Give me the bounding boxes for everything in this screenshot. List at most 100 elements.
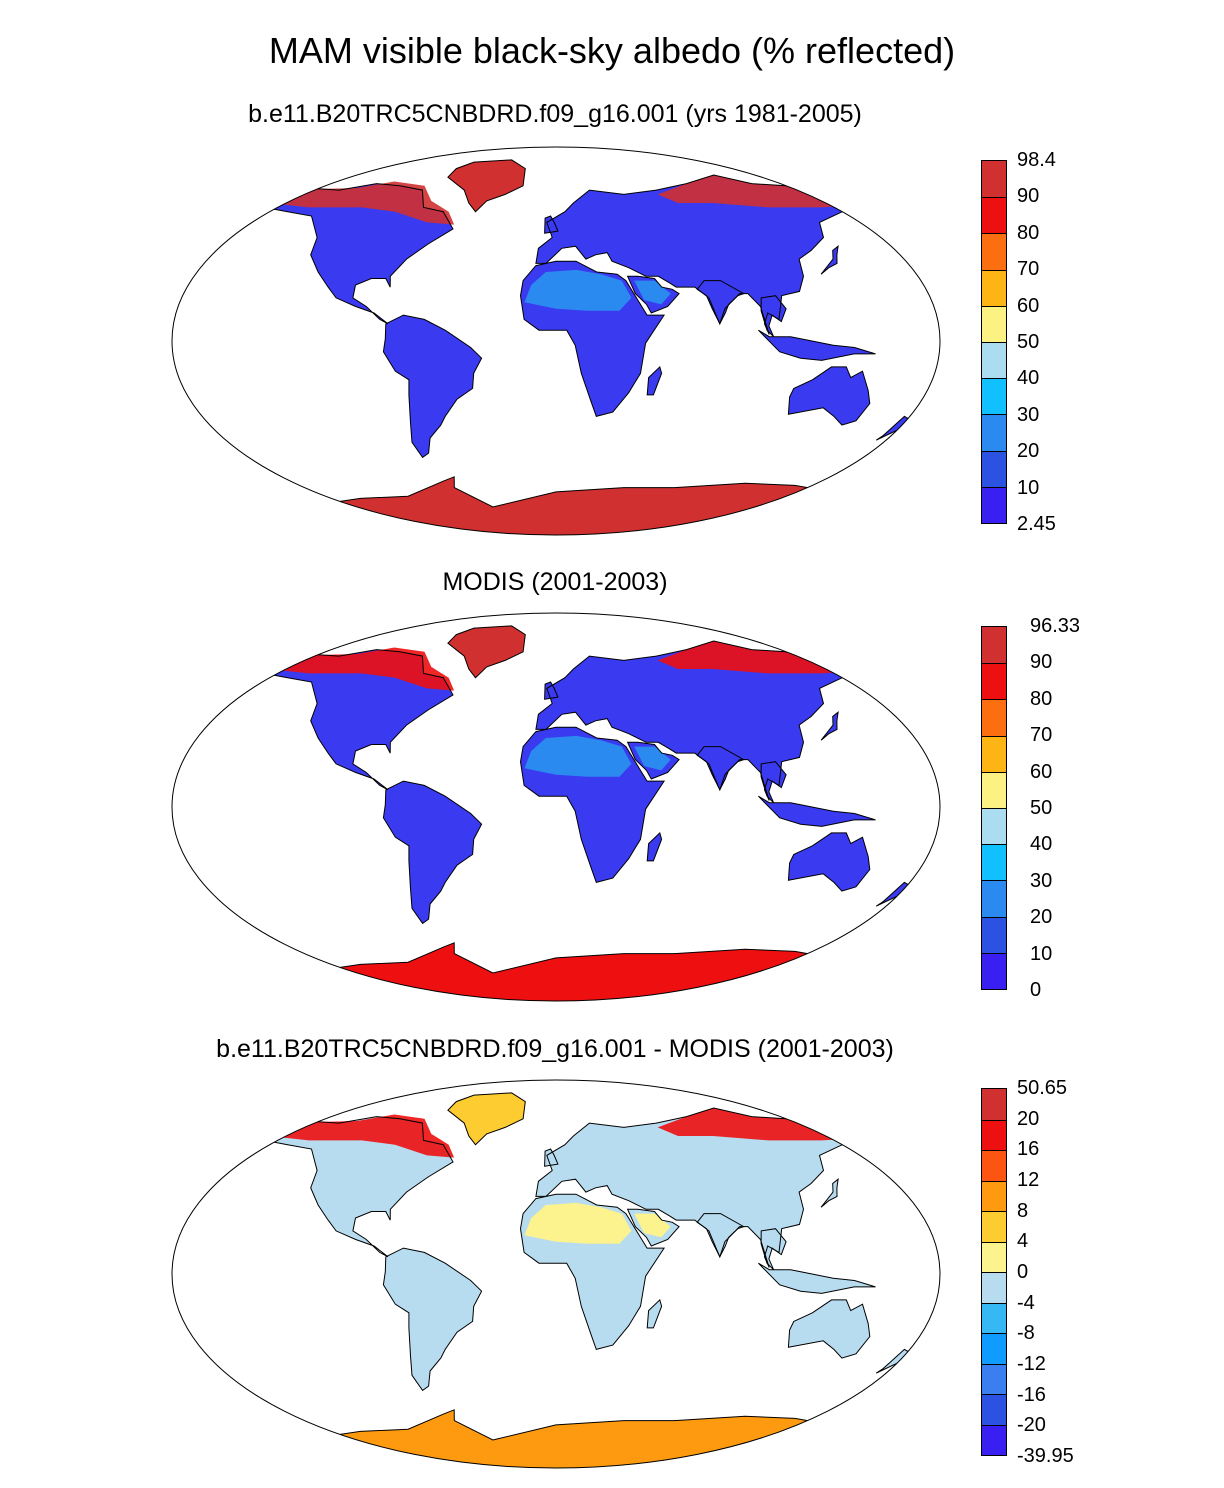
colorbar-segment — [982, 699, 1006, 736]
continent-australia — [788, 832, 870, 892]
colorbar-tick-label: 20 — [1030, 906, 1053, 929]
continent-southAmerica — [383, 781, 482, 924]
colorbar-segment — [982, 1089, 1006, 1120]
colorbar-segment — [982, 952, 1006, 989]
region-sahara — [524, 269, 632, 311]
continent-seAsia — [761, 1228, 787, 1270]
continent-seAsia — [761, 295, 787, 337]
colorbar-tick-label: 50 — [1017, 331, 1040, 353]
continent-indonesia — [758, 796, 876, 827]
coastline-eurasia — [535, 640, 866, 801]
colorbar-segment — [982, 880, 1006, 917]
region-sahara — [524, 735, 632, 777]
continent-greenland — [447, 625, 526, 678]
continent-southAmerica — [383, 315, 482, 458]
continent-japan — [821, 712, 839, 741]
colorbar-tick-label: 40 — [1017, 367, 1040, 390]
colorbar-segment — [982, 197, 1006, 234]
coastline-japan — [820, 245, 839, 275]
colorbar-tick-label: 60 — [1017, 294, 1040, 317]
colorbar-tick-label: 50 — [1030, 797, 1053, 819]
coastline-northAmerica — [263, 649, 454, 791]
colorbar-tick-label: -12 — [1017, 1353, 1046, 1375]
colorbar-segment — [982, 1363, 1006, 1394]
colorbar-segment — [982, 1241, 1006, 1272]
coastline-seAsia — [760, 1228, 787, 1271]
continent-india — [697, 280, 744, 324]
region-arctic-north-america — [268, 647, 455, 691]
coastline-indonesia — [758, 795, 876, 827]
colorbar-segment — [982, 1180, 1006, 1211]
colorbar-tick-label: -16 — [1017, 1383, 1046, 1406]
continent-seAsia — [761, 761, 787, 803]
region-arctic-siberia — [657, 1108, 865, 1141]
colorbar-tick-label: 12 — [1017, 1169, 1040, 1191]
colorbar-tick-label: 0 — [1030, 979, 1042, 1001]
continent-greenland — [447, 1092, 526, 1145]
colorbar-segment — [982, 414, 1006, 451]
coastline-eurasia — [535, 174, 866, 335]
coastline-arabia — [626, 275, 680, 314]
coastline-africa — [519, 260, 666, 417]
continent-india — [697, 746, 744, 790]
coastline-japan — [820, 711, 839, 741]
colorbar-segment — [982, 771, 1006, 808]
coastline-madagascar — [646, 1298, 663, 1329]
panel-title-obs: MODIS (2001-2003) — [442, 568, 668, 596]
map-land-group — [260, 159, 913, 535]
coastline-southAmerica — [382, 314, 483, 459]
region-arctic-siberia — [657, 175, 865, 208]
colorbar-segment — [982, 1211, 1006, 1242]
colorbar-segment — [982, 663, 1006, 700]
coastline-india — [696, 1213, 745, 1258]
region-arctic-north-america — [268, 181, 455, 225]
map-panel-diff — [171, 1079, 941, 1469]
continent-australia — [788, 366, 870, 426]
coastline-africa — [519, 726, 666, 883]
colorbar-tick-label: 50.65 — [1017, 1077, 1068, 1099]
coastline-madagascar — [646, 365, 663, 396]
colorbar-obs — [981, 626, 1007, 990]
colorbar-tick-label: 10 — [1030, 942, 1053, 965]
map-panel-model — [171, 146, 941, 536]
map-panel-obs — [171, 612, 941, 1002]
colorbar-segment — [982, 1119, 1006, 1150]
colorbar-tick-label: 40 — [1030, 833, 1053, 856]
colorbar-segment — [982, 486, 1006, 523]
colorbar-tick-label: 98.4 — [1017, 149, 1056, 171]
colorbar-segment — [982, 1424, 1006, 1455]
coastline-northAmerica — [263, 183, 454, 325]
colorbar-segment — [982, 1394, 1006, 1425]
colorbar-segment — [982, 450, 1006, 487]
continent-india — [697, 1213, 744, 1257]
map-land-group — [260, 625, 913, 1001]
coastline-australia — [787, 366, 871, 426]
colorbar-segment — [982, 378, 1006, 415]
coastline-antarctica — [260, 1409, 832, 1441]
panel-title-model: b.e11.B20TRC5CNBDRD.f09_g16.001 (yrs 198… — [248, 100, 862, 128]
panel-title-diff: b.e11.B20TRC5CNBDRD.f09_g16.001 - MODIS … — [216, 1035, 894, 1063]
coastline-madagascar — [646, 831, 663, 862]
continent-indonesia — [758, 330, 876, 361]
colorbar-segment — [982, 342, 1006, 379]
map-boundary — [171, 612, 941, 1002]
coastline-southAmerica — [382, 1247, 483, 1392]
colorbar-tick-label: 0 — [1017, 1261, 1029, 1283]
region-arctic-siberia — [657, 641, 865, 674]
continent-uk — [544, 1149, 558, 1167]
coastline-australia — [787, 1299, 871, 1359]
figure-title: MAM visible black-sky albedo (% reflecte… — [268, 30, 956, 71]
colorbar-tick-label: 80 — [1030, 687, 1053, 710]
colorbar-tick-label: 20 — [1017, 440, 1040, 463]
region-sahara — [524, 1202, 632, 1244]
colorbar-tick-label: 70 — [1030, 724, 1053, 747]
colorbar-segment — [982, 916, 1006, 953]
coastline-india — [696, 746, 745, 791]
colorbar-tick-label: 16 — [1017, 1138, 1040, 1161]
colorbar-segment — [982, 269, 1006, 306]
continent-uk — [544, 216, 558, 234]
map-land-group — [260, 1092, 913, 1468]
colorbar-tick-label: 20 — [1017, 1107, 1040, 1130]
continent-antarctica — [260, 1409, 852, 1468]
continent-madagascar — [647, 832, 662, 861]
